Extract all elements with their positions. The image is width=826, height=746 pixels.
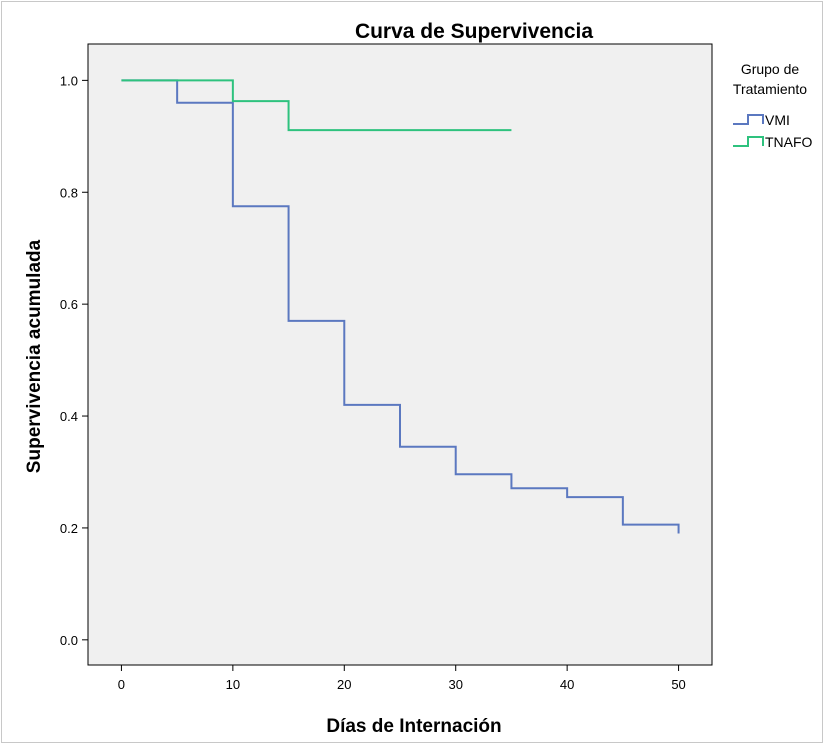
series-line-tnafo — [121, 79, 512, 132]
legend-title-line-2: Tratamiento — [733, 81, 807, 97]
legend-label-vmi: VMI — [765, 112, 790, 128]
legend-symbol-tnafo — [733, 136, 764, 147]
legend-title-line-1: Grupo de — [741, 61, 800, 77]
legend: Grupo de Tratamiento VMI TNAFO — [733, 61, 813, 150]
y-tick-label: 0.8 — [60, 185, 78, 200]
y-tick-label: 0.2 — [60, 521, 78, 536]
x-tick-label: 20 — [337, 677, 351, 692]
y-axis-title: Supervivencia acumulada — [24, 239, 45, 473]
x-tick-label: 50 — [671, 677, 685, 692]
x-tick-label: 30 — [448, 677, 462, 692]
series-line-vmi — [121, 79, 680, 534]
y-tick-label: 0.0 — [60, 633, 78, 648]
chart-title: Curva de Supervivencia — [355, 20, 593, 43]
y-tick-label: 0.4 — [60, 409, 78, 424]
legend-label-tnafo: TNAFO — [765, 134, 813, 150]
x-tick-label: 40 — [560, 677, 574, 692]
x-tick-label: 0 — [118, 677, 125, 692]
y-tick-label: 1.0 — [60, 73, 78, 88]
x-axis-title: Días de Internación — [326, 716, 501, 737]
legend-symbol-vmi — [733, 114, 764, 125]
y-tick-label: 0.6 — [60, 297, 78, 312]
plot-area — [87, 43, 713, 666]
x-tick-label: 10 — [226, 677, 240, 692]
